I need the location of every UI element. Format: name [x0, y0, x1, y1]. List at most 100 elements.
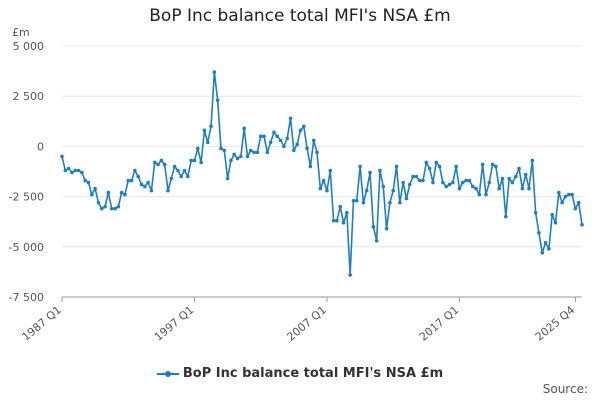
data-point[interactable] — [318, 186, 323, 191]
data-point[interactable] — [414, 174, 419, 179]
data-point[interactable] — [166, 188, 170, 193]
data-point[interactable] — [169, 176, 174, 181]
data-point[interactable] — [252, 150, 256, 155]
data-point[interactable] — [119, 190, 124, 195]
data-point[interactable] — [447, 182, 452, 187]
data-point[interactable] — [209, 124, 213, 129]
data-point[interactable] — [557, 190, 561, 195]
data-point[interactable] — [143, 184, 147, 189]
data-point[interactable] — [364, 188, 369, 193]
data-point[interactable] — [394, 164, 399, 169]
data-point[interactable] — [500, 176, 505, 181]
data-point[interactable] — [345, 210, 349, 215]
data-point[interactable] — [99, 206, 104, 211]
data-point[interactable] — [520, 186, 525, 191]
data-point[interactable] — [494, 164, 498, 169]
data-point[interactable] — [404, 196, 409, 201]
data-point[interactable] — [484, 192, 488, 197]
data-point[interactable] — [83, 178, 87, 183]
data-point[interactable] — [361, 200, 366, 205]
data-point[interactable] — [421, 178, 425, 183]
data-point[interactable] — [235, 156, 240, 161]
data-point[interactable] — [239, 154, 243, 159]
data-point[interactable] — [162, 162, 167, 167]
data-point[interactable] — [222, 148, 227, 153]
data-point[interactable] — [335, 218, 339, 223]
data-point[interactable] — [146, 180, 150, 185]
data-point[interactable] — [93, 186, 97, 191]
data-point[interactable] — [66, 166, 71, 171]
data-point[interactable] — [219, 146, 223, 151]
data-point[interactable] — [368, 170, 372, 175]
data-point[interactable] — [431, 180, 435, 185]
data-point[interactable] — [510, 180, 515, 185]
data-point[interactable] — [262, 134, 266, 139]
data-point[interactable] — [553, 220, 558, 225]
data-point[interactable] — [268, 140, 273, 145]
data-point[interactable] — [159, 158, 164, 163]
data-point[interactable] — [540, 251, 545, 255]
data-point[interactable] — [189, 158, 193, 163]
data-point[interactable] — [537, 230, 541, 235]
data-point[interactable] — [63, 168, 68, 173]
data-point[interactable] — [411, 174, 415, 179]
data-point[interactable] — [133, 168, 137, 173]
data-point[interactable] — [507, 176, 511, 181]
data-point[interactable] — [460, 180, 465, 185]
data-point[interactable] — [427, 166, 432, 171]
data-point[interactable] — [331, 218, 336, 223]
data-point[interactable] — [73, 168, 78, 173]
data-point[interactable] — [434, 160, 439, 165]
data-point[interactable] — [371, 224, 376, 229]
data-point[interactable] — [136, 174, 140, 179]
data-point[interactable] — [480, 162, 485, 167]
data-point[interactable] — [212, 70, 217, 74]
data-point[interactable] — [152, 160, 157, 165]
data-point[interactable] — [573, 206, 578, 211]
data-point[interactable] — [116, 204, 121, 209]
data-point[interactable] — [149, 188, 154, 193]
data-point[interactable] — [547, 247, 551, 251]
data-point[interactable] — [301, 124, 306, 129]
data-point[interactable] — [305, 146, 309, 151]
data-point[interactable] — [580, 222, 584, 227]
data-point[interactable] — [156, 162, 160, 167]
data-point[interactable] — [123, 192, 127, 197]
data-point[interactable] — [563, 194, 568, 199]
data-point[interactable] — [401, 180, 405, 185]
data-point[interactable] — [113, 206, 117, 211]
data-point[interactable] — [464, 178, 468, 183]
data-point[interactable] — [348, 273, 352, 277]
data-point[interactable] — [457, 186, 462, 191]
data-point[interactable] — [308, 164, 313, 169]
data-point[interactable] — [265, 150, 270, 155]
data-point[interactable] — [437, 164, 442, 169]
data-point[interactable] — [474, 186, 478, 191]
data-point[interactable] — [513, 174, 518, 179]
data-point[interactable] — [451, 180, 455, 185]
data-point[interactable] — [186, 174, 190, 179]
data-point[interactable] — [182, 168, 187, 173]
data-point[interactable] — [245, 154, 250, 159]
data-point[interactable] — [530, 158, 535, 163]
data-point[interactable] — [106, 190, 111, 195]
data-point[interactable] — [388, 200, 392, 205]
data-point[interactable] — [139, 182, 144, 187]
data-point[interactable] — [391, 188, 396, 193]
data-point[interactable] — [126, 178, 131, 183]
data-point[interactable] — [76, 168, 81, 173]
data-point[interactable] — [248, 148, 253, 153]
data-point[interactable] — [477, 192, 482, 197]
data-point[interactable] — [321, 178, 326, 183]
data-point[interactable] — [560, 200, 564, 205]
data-point[interactable] — [199, 160, 203, 165]
data-point[interactable] — [417, 178, 422, 183]
data-point[interactable] — [205, 140, 210, 145]
data-point[interactable] — [282, 144, 286, 149]
data-point[interactable] — [242, 126, 246, 131]
data-point[interactable] — [255, 150, 260, 155]
data-point[interactable] — [341, 220, 346, 225]
data-point[interactable] — [60, 154, 64, 159]
data-point[interactable] — [550, 212, 554, 217]
data-point[interactable] — [80, 170, 84, 175]
